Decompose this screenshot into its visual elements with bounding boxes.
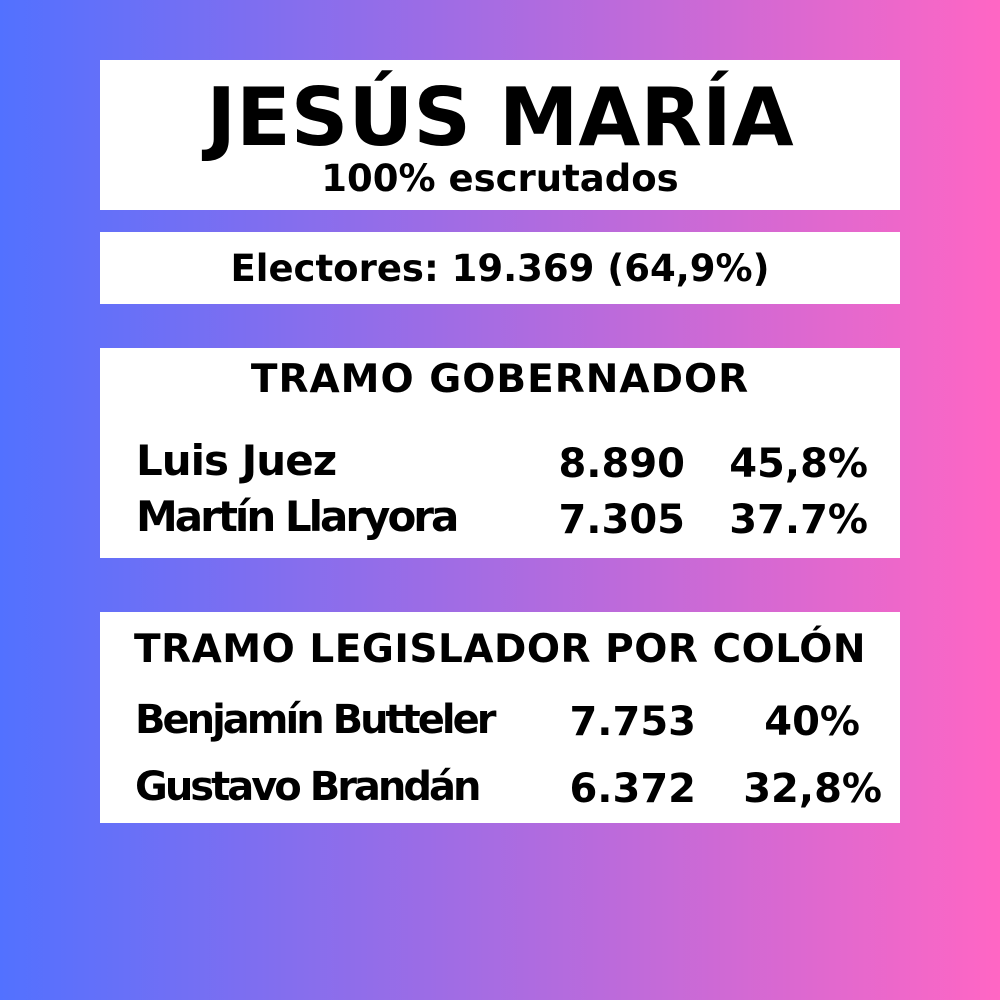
candidate-pct: 32,8% bbox=[743, 766, 882, 812]
scrutiny-status: 100% escrutados bbox=[321, 157, 679, 200]
electores-panel: Electores: 19.369 (64,9%) bbox=[100, 232, 900, 304]
candidate-name: Luis Juez bbox=[136, 436, 337, 485]
candidate-pct: 45,8% bbox=[729, 441, 868, 487]
candidate-votes: 8.890 bbox=[558, 441, 685, 487]
candidate-pct: 37.7% bbox=[729, 497, 868, 543]
candidate-votes: 7.753 bbox=[569, 699, 696, 745]
candidate-name: Benjamín Butteler bbox=[135, 697, 496, 743]
candidate-votes: 7.305 bbox=[558, 497, 685, 543]
gobernador-title: TRAMO GOBERNADOR bbox=[250, 357, 750, 402]
gobernador-panel: TRAMO GOBERNADOR Luis Juez 8.890 45,8% M… bbox=[100, 348, 900, 558]
legislador-title: TRAMO LEGISLADOR POR COLÓN bbox=[133, 627, 866, 672]
legislador-panel: TRAMO LEGISLADOR POR COLÓN Benjamín Butt… bbox=[100, 612, 900, 823]
header-panel: JESÚS MARÍA 100% escrutados bbox=[100, 60, 900, 210]
candidate-pct: 40% bbox=[764, 699, 860, 745]
electores-text: Electores: 19.369 (64,9%) bbox=[230, 247, 770, 290]
candidate-votes: 6.372 bbox=[569, 766, 696, 812]
candidate-name: Gustavo Brandán bbox=[135, 764, 481, 810]
candidate-name: Martín Llaryora bbox=[136, 492, 459, 541]
locality-title: JESÚS MARÍA bbox=[206, 71, 794, 164]
